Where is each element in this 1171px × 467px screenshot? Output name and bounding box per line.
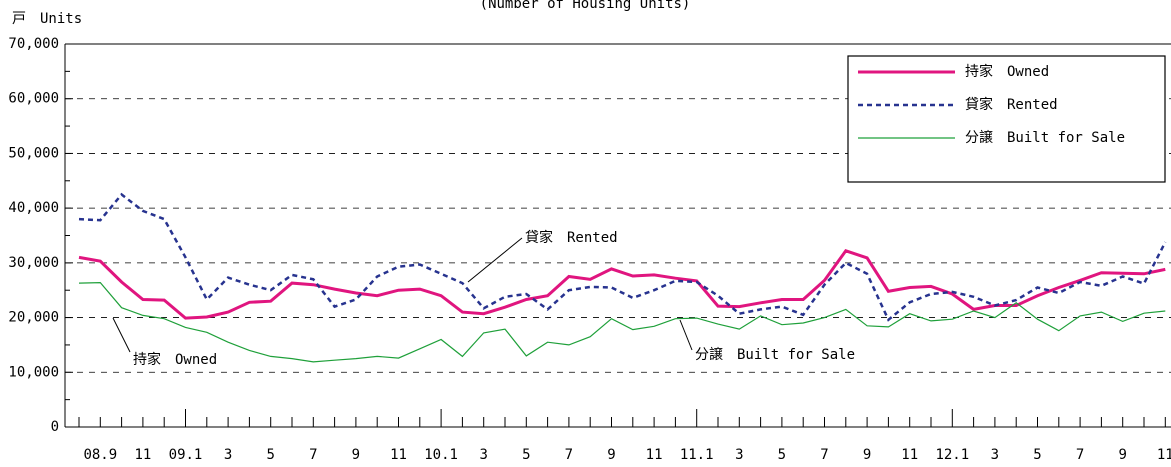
x-tick-label: 7 <box>820 447 828 463</box>
y-axis-label: 戸 Units <box>12 11 82 27</box>
legend-label: 分譲 Built for Sale <box>965 130 1125 146</box>
annotation: 貸家 Rented <box>525 229 618 246</box>
chart-subtitle: (Number of Housing Units) <box>480 0 691 12</box>
x-tick-label: 09.1 <box>169 447 203 463</box>
x-tick-label: 7 <box>1076 447 1084 463</box>
x-tick-label: 11 <box>901 447 918 463</box>
x-tick-label: 5 <box>522 447 530 463</box>
x-tick-label: 11.1 <box>680 447 714 463</box>
x-tick-label: 11 <box>1157 447 1171 463</box>
annotation-leader <box>467 237 523 283</box>
y-tick-label: 0 <box>51 419 59 435</box>
x-tick-label: 9 <box>1118 447 1126 463</box>
x-tick-label: 11 <box>646 447 663 463</box>
x-tick-label: 9 <box>352 447 360 463</box>
x-tick-label: 9 <box>863 447 871 463</box>
x-tick-label: 7 <box>565 447 573 463</box>
annotation: 持家 Owned <box>133 351 217 368</box>
x-tick-label: 5 <box>1033 447 1041 463</box>
x-tick-label: 12.1 <box>935 447 969 463</box>
x-tick-label: 3 <box>224 447 232 463</box>
annotation-leader <box>112 317 131 353</box>
x-tick-label: 3 <box>735 447 743 463</box>
x-tick-label: 3 <box>479 447 487 463</box>
y-tick-label: 40,000 <box>8 200 59 216</box>
x-tick-label: 08.9 <box>83 447 117 463</box>
x-tick-label: 5 <box>266 447 274 463</box>
x-tick-label: 7 <box>309 447 317 463</box>
series-line <box>78 192 1167 322</box>
x-tick-label: 11 <box>390 447 407 463</box>
legend-box <box>847 55 1166 183</box>
y-tick-label: 20,000 <box>8 310 59 326</box>
x-tick-label: 10.1 <box>424 447 458 463</box>
series-line <box>78 281 1166 363</box>
x-tick-label: 11 <box>134 447 151 463</box>
x-tick-label: 9 <box>607 447 615 463</box>
annotation-leader <box>679 319 693 351</box>
x-tick-label: 5 <box>778 447 786 463</box>
legend-label: 持家 Owned <box>965 63 1049 80</box>
y-tick-label: 60,000 <box>8 91 59 107</box>
y-tick-label: 30,000 <box>8 255 59 271</box>
y-tick-label: 50,000 <box>8 145 59 161</box>
series-line <box>78 249 1166 320</box>
y-tick-label: 10,000 <box>8 364 59 380</box>
annotation: 分譲 Built for Sale <box>695 347 855 363</box>
y-tick-label: 70,000 <box>8 36 59 52</box>
legend-label: 貸家 Rented <box>965 96 1058 113</box>
x-tick-label: 3 <box>991 447 999 463</box>
